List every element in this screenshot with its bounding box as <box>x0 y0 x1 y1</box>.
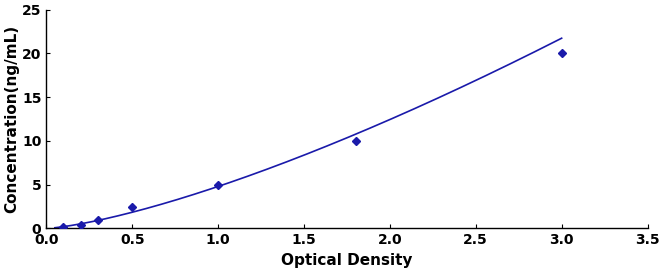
X-axis label: Optical Density: Optical Density <box>281 253 412 268</box>
Y-axis label: Concentration(ng/mL): Concentration(ng/mL) <box>4 25 19 213</box>
